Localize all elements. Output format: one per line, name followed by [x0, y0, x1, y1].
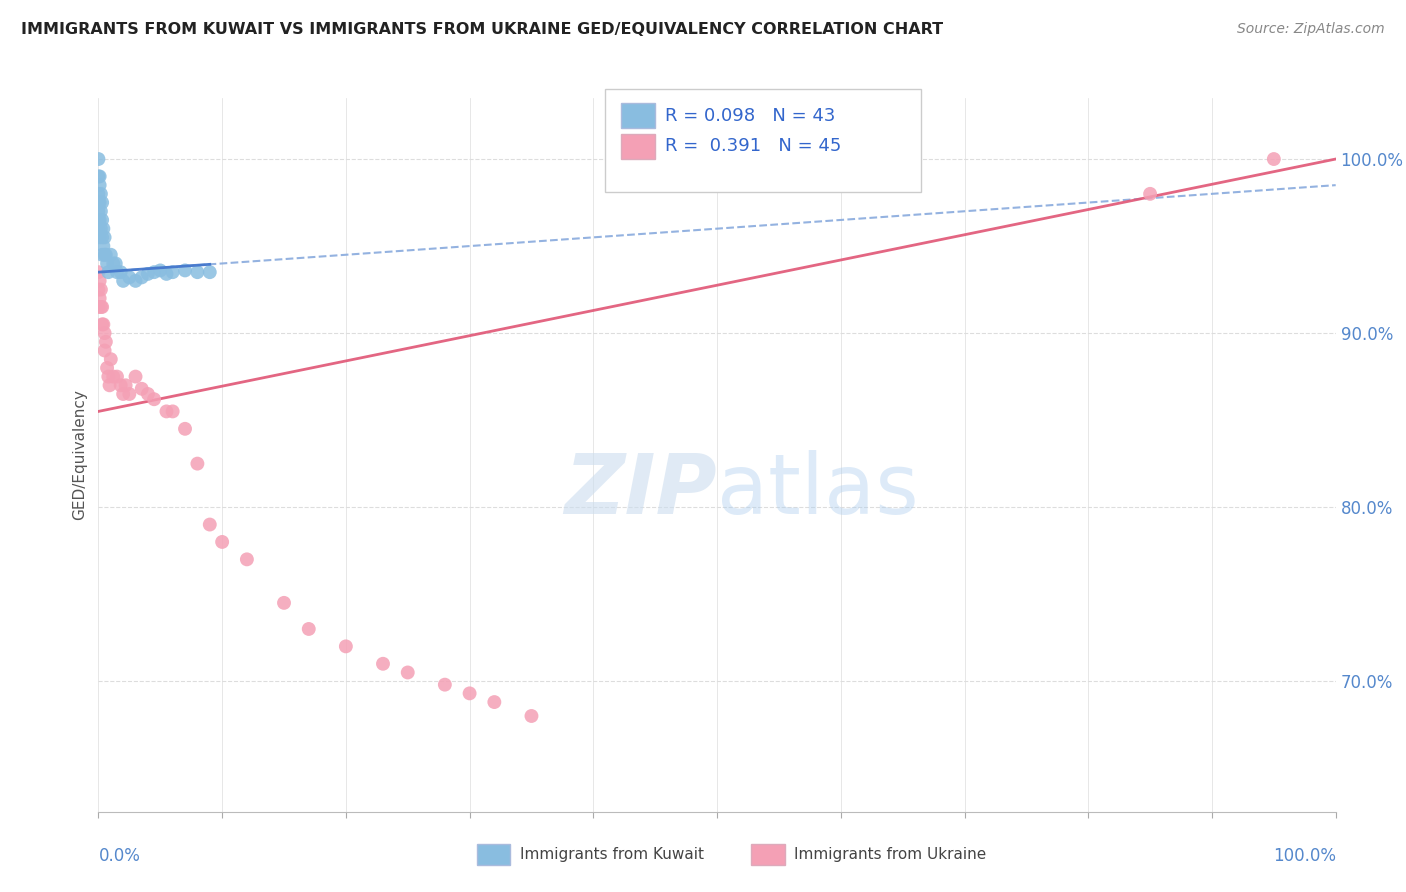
Point	[198, 265, 221, 279]
Point	[89, 274, 111, 288]
Point	[112, 387, 135, 401]
Point	[89, 169, 111, 184]
Point	[100, 352, 122, 367]
Point	[186, 457, 208, 471]
Point	[198, 517, 221, 532]
Point	[458, 686, 481, 700]
Point	[136, 267, 159, 281]
Point	[89, 195, 111, 210]
Point	[91, 195, 114, 210]
Text: 100.0%: 100.0%	[1272, 847, 1336, 865]
Point	[155, 404, 177, 418]
Point	[87, 213, 110, 227]
Point	[93, 239, 115, 253]
Point	[87, 169, 110, 184]
Point	[335, 640, 357, 654]
Point	[114, 378, 136, 392]
Point	[273, 596, 295, 610]
Point	[87, 300, 110, 314]
Point	[118, 387, 141, 401]
Text: 0.0%: 0.0%	[98, 847, 141, 865]
Point	[105, 265, 128, 279]
Point	[143, 265, 166, 279]
Point	[118, 270, 141, 285]
Point	[93, 221, 115, 235]
Point	[90, 186, 112, 201]
Point	[131, 270, 153, 285]
Point	[94, 248, 117, 262]
Point	[93, 230, 115, 244]
Point	[110, 378, 132, 392]
Point	[298, 622, 321, 636]
Point	[236, 552, 259, 566]
Point	[91, 230, 114, 244]
Point	[1139, 186, 1161, 201]
Point	[103, 256, 125, 270]
Point	[1263, 152, 1285, 166]
Point	[87, 283, 110, 297]
Point	[89, 230, 111, 244]
Point	[136, 387, 159, 401]
Point	[90, 221, 112, 235]
Text: R = 0.098   N = 43: R = 0.098 N = 43	[665, 107, 835, 125]
Point	[91, 318, 114, 332]
Point	[94, 334, 117, 349]
Point	[89, 291, 111, 305]
Text: Immigrants from Kuwait: Immigrants from Kuwait	[520, 847, 704, 862]
Text: Immigrants from Ukraine: Immigrants from Ukraine	[794, 847, 987, 862]
Point	[105, 369, 128, 384]
Point	[87, 204, 110, 219]
Point	[87, 195, 110, 210]
Point	[90, 204, 112, 219]
Point	[97, 265, 120, 279]
Text: ZIP: ZIP	[564, 450, 717, 531]
Point	[211, 535, 233, 549]
Point	[90, 300, 112, 314]
Text: Source: ZipAtlas.com: Source: ZipAtlas.com	[1237, 22, 1385, 37]
Point	[93, 343, 115, 358]
Point	[91, 248, 114, 262]
Point	[162, 404, 184, 418]
Point	[186, 265, 208, 279]
Point	[124, 274, 146, 288]
Point	[91, 300, 114, 314]
Point	[433, 678, 456, 692]
Point	[143, 392, 166, 407]
Point	[91, 213, 114, 227]
Point	[90, 283, 112, 297]
Point	[103, 369, 125, 384]
Point	[87, 265, 110, 279]
Y-axis label: GED/Equivalency: GED/Equivalency	[72, 390, 87, 520]
Point	[131, 382, 153, 396]
Point	[162, 265, 184, 279]
Point	[174, 263, 197, 277]
Point	[97, 369, 120, 384]
Point	[96, 256, 118, 270]
Point	[96, 360, 118, 375]
Point	[87, 221, 110, 235]
Point	[484, 695, 506, 709]
Point	[93, 326, 115, 340]
Point	[89, 178, 111, 193]
Point	[93, 318, 115, 332]
Point	[98, 378, 121, 392]
Point	[104, 256, 127, 270]
Point	[87, 152, 110, 166]
Point	[371, 657, 394, 671]
Point	[112, 274, 135, 288]
Text: IMMIGRANTS FROM KUWAIT VS IMMIGRANTS FROM UKRAINE GED/EQUIVALENCY CORRELATION CH: IMMIGRANTS FROM KUWAIT VS IMMIGRANTS FRO…	[21, 22, 943, 37]
Point	[396, 665, 419, 680]
Point	[87, 186, 110, 201]
Point	[100, 248, 122, 262]
Point	[93, 248, 115, 262]
Point	[89, 213, 111, 227]
Point	[520, 709, 543, 723]
Point	[174, 422, 197, 436]
Text: R =  0.391   N = 45: R = 0.391 N = 45	[665, 137, 841, 155]
Point	[110, 265, 132, 279]
Point	[124, 369, 146, 384]
Point	[155, 267, 177, 281]
Point	[149, 263, 172, 277]
Text: atlas: atlas	[717, 450, 918, 531]
